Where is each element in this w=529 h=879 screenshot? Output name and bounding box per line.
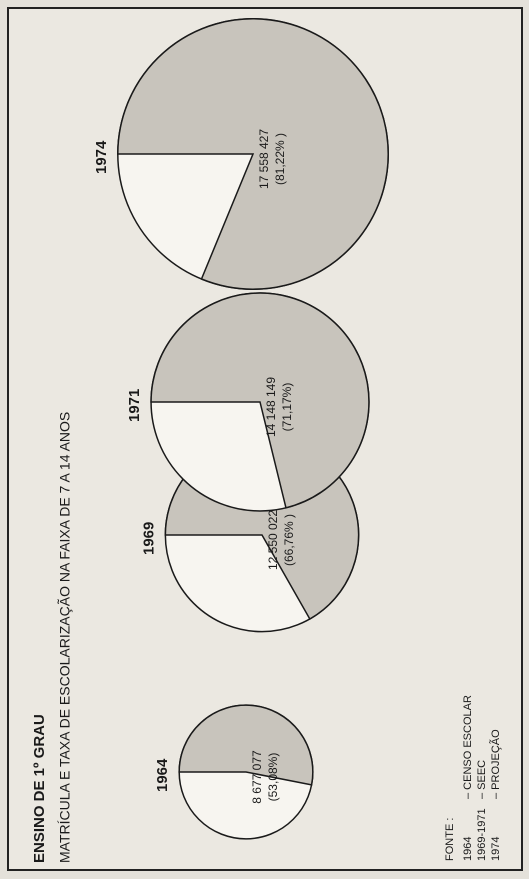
enrollment-label: 14 148 149 (264, 377, 278, 437)
source-name: – SEEC (476, 760, 488, 799)
pie-slice (117, 18, 389, 290)
pie-title: 1971 (126, 389, 143, 422)
enrollment-label: 17 558 427 (257, 129, 271, 189)
chart-subtitle: MATRÍCULA E TAXA DE ESCOLARIZAÇÃO NA FAI… (57, 412, 73, 863)
pie-title: 1974 (93, 140, 110, 174)
pie-slice (150, 292, 370, 509)
source-label: FONTE : (444, 818, 456, 861)
enrollment-label: 12 550 022 (266, 510, 280, 570)
value-label: (81,22% ) (273, 133, 287, 185)
source-year: 1969-1971 (476, 808, 488, 861)
value-label: (71,17%) (280, 383, 294, 432)
chart-title: ENSINO DE 1º GRAU (31, 714, 48, 863)
value-label: (53,08%) (266, 753, 280, 802)
pie-title: 1964 (154, 758, 171, 792)
value-label: (66,76% ) (282, 514, 296, 566)
source-year: 1974 (490, 837, 502, 861)
source-name: – CENSO ESCOLAR (462, 695, 474, 799)
pie-slice (178, 704, 314, 786)
enrollment-label: 8 677 077 (250, 750, 264, 804)
source-year: 1964 (462, 837, 474, 861)
pie-title: 1969 (140, 522, 157, 555)
source-name: – PROJEÇÃO (489, 729, 502, 799)
